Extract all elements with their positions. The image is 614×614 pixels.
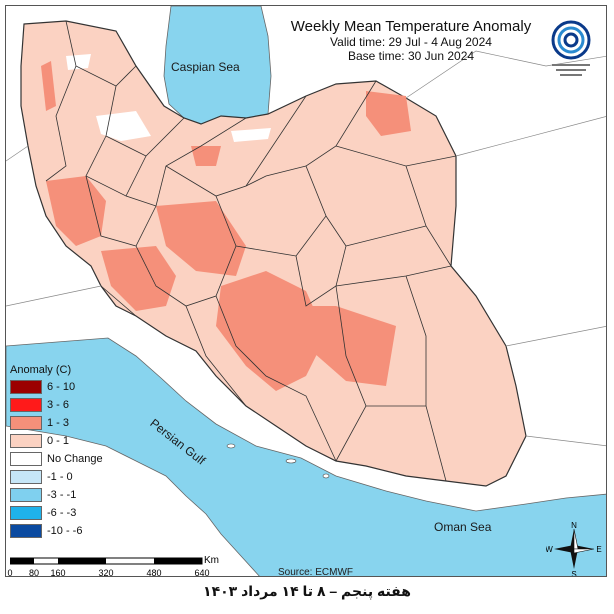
legend-item: -6 - -3 (10, 504, 115, 521)
scale-bar: Km 0 80 160 320 480 640 (7, 555, 232, 576)
legend-swatch (10, 451, 42, 466)
anomaly-1-3-regions (41, 61, 411, 391)
legend-label: -10 - -6 (47, 524, 83, 537)
legend-swatch (10, 379, 42, 394)
legend: Anomaly (C) 6 - 10 3 - 6 1 - 3 0 - 1 No Chan… (10, 364, 115, 540)
caspian-sea-label: Caspian Sea (171, 60, 240, 74)
legend-item: -10 - -6 (10, 522, 115, 539)
scale-tick-label: 80 (28, 568, 40, 577)
legend-swatch (10, 397, 42, 412)
legend-item: No Change (10, 450, 115, 467)
oman-sea-label: Oman Sea (434, 520, 492, 534)
scale-tick-label: 160 (50, 568, 66, 577)
map-frame: Weekly Mean Temperature Anomaly Valid ti… (5, 5, 607, 577)
legend-title: Anomaly (C) (10, 364, 72, 376)
neighbor-borders (6, 50, 606, 447)
map-title: Weekly Mean Temperature Anomaly (290, 18, 532, 35)
compass-w: W (546, 545, 553, 554)
legend-label: No Change (47, 452, 103, 465)
legend-item: -1 - 0 (10, 468, 115, 485)
valid-time: Valid time: 29 Jul - 4 Aug 2024 (330, 35, 492, 49)
legend-label: 0 - 1 (47, 434, 70, 447)
legend-swatch (10, 505, 42, 520)
legend-swatch (10, 415, 42, 430)
agency-logo-icon (551, 20, 591, 76)
scale-bar-graphic (10, 557, 203, 565)
legend-swatch (10, 433, 42, 448)
legend-label: -3 - -1 (47, 488, 77, 501)
scale-tick-label: 0 (7, 568, 13, 577)
legend-swatch (10, 487, 42, 502)
province-borders (45, 20, 457, 482)
legend-item: 3 - 6 (10, 396, 115, 413)
footer-caption: هفته پنجم – ۸ تا ۱۴ مرداد ۱۴۰۳ (203, 583, 411, 599)
scale-tick-label: 640 (194, 568, 210, 577)
scale-tick-label: 320 (98, 568, 114, 577)
legend-label: 3 - 6 (47, 398, 70, 411)
iran-territory (20, 20, 527, 487)
persian-gulf (6, 337, 606, 576)
legend-label: -1 - 0 (47, 470, 73, 483)
legend-item: 6 - 10 (10, 378, 115, 395)
legend-swatch (10, 523, 42, 538)
legend-label: -6 - -3 (47, 506, 77, 519)
scale-ticks: 0 80 160 320 480 640 (7, 568, 240, 577)
source-label: Source: ECMWF (278, 567, 354, 577)
legend-item: -3 - -1 (10, 486, 115, 503)
compass-s: S (571, 570, 576, 577)
compass-e: E (596, 545, 601, 554)
legend-swatch (10, 469, 42, 484)
legend-item: 1 - 3 (10, 414, 115, 431)
legend-label: 1 - 3 (47, 416, 70, 429)
title-block: Weekly Mean Temperature Anomaly Valid ti… (261, 18, 561, 63)
gulf-islands (226, 443, 330, 479)
base-time: Base time: 30 Jun 2024 (347, 49, 475, 63)
anomaly-map (6, 6, 606, 576)
scale-tick-label: 480 (146, 568, 162, 577)
compass-n: N (571, 521, 577, 530)
no-change-regions (66, 54, 271, 142)
legend-label: 6 - 10 (47, 380, 76, 393)
compass-rose-icon: N S E W (546, 521, 602, 577)
scale-unit: Km (204, 555, 219, 566)
legend-item: 0 - 1 (10, 432, 115, 449)
